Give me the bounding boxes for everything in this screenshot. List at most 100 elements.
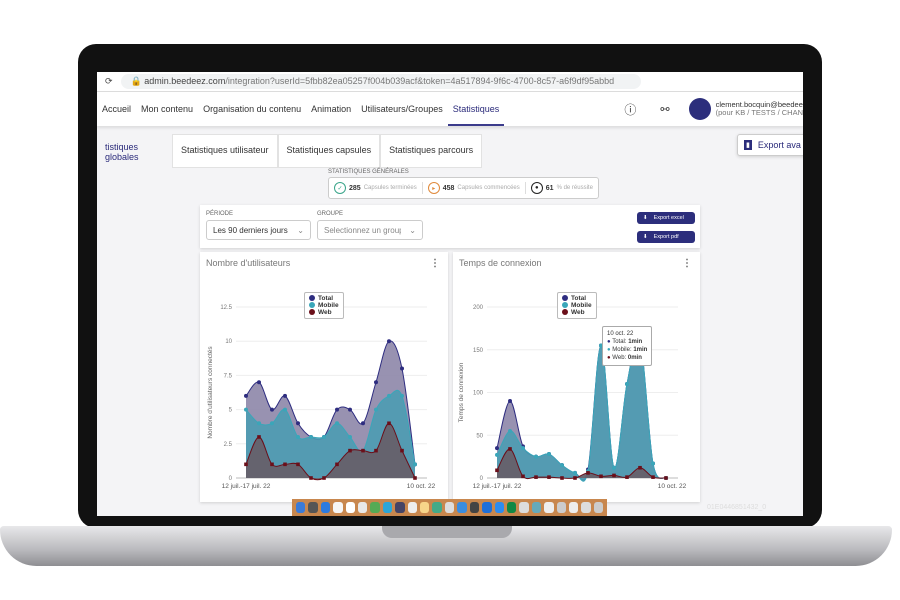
data-point xyxy=(612,473,616,478)
area-web xyxy=(497,448,666,479)
data-point xyxy=(387,421,391,426)
data-point xyxy=(495,446,499,451)
stat-commencees: ▸ 458 Capsules commencées xyxy=(423,182,526,194)
url-field[interactable]: 🔒 admin.beedeez.com/integration?userId=5… xyxy=(120,74,641,89)
play-icon: ▸ xyxy=(427,182,440,194)
period-select[interactable]: Les 90 derniers jours ⌄ xyxy=(206,220,311,240)
data-point xyxy=(257,380,261,385)
dock-app-icon[interactable] xyxy=(358,502,368,513)
data-point xyxy=(534,475,538,479)
help-icon[interactable]: ⓘ xyxy=(624,102,637,117)
dock-app-icon[interactable] xyxy=(494,502,504,513)
data-point xyxy=(296,462,300,467)
dock-app-icon[interactable] xyxy=(395,502,405,513)
tab-utilisateur[interactable]: Statistiques utilisateur xyxy=(172,134,278,168)
nav-organisation[interactable]: Organisation du contenu xyxy=(203,104,302,114)
data-point xyxy=(361,421,365,426)
dock-app-icon[interactable] xyxy=(308,502,318,513)
dock-app-icon[interactable] xyxy=(432,502,442,513)
dock-app-icon[interactable] xyxy=(581,502,591,513)
tab-capsules[interactable]: Statistiques capsules xyxy=(277,134,381,168)
data-point xyxy=(664,476,668,480)
data-point xyxy=(348,407,352,412)
stats-tabs: tistiques globales Statistiques utilisat… xyxy=(97,134,483,168)
dock-app-icon[interactable] xyxy=(370,502,380,513)
dock-app-icon[interactable] xyxy=(320,502,331,513)
nav-mon-contenu[interactable]: Mon contenu xyxy=(141,104,194,114)
data-point xyxy=(270,407,274,412)
nav-animation[interactable]: Animation xyxy=(311,104,352,114)
chart-title: Nombre d'utilisateurs xyxy=(206,258,291,268)
dock-app-icon[interactable] xyxy=(457,502,467,513)
data-point xyxy=(508,399,512,404)
data-point xyxy=(508,428,512,433)
dock-app-icon[interactable] xyxy=(333,502,343,513)
nav-accueil[interactable]: Accueil xyxy=(102,104,132,114)
tab-parcours[interactable]: Statistiques parcours xyxy=(380,134,483,168)
x-tick-label: 10 oct. 22 xyxy=(658,483,687,490)
download-icon: ⬇ xyxy=(643,215,648,221)
export-pdf-button[interactable]: ⬇ Export pdf xyxy=(637,231,695,243)
dock-app-icon[interactable] xyxy=(382,502,393,513)
data-point xyxy=(495,452,499,457)
more-vert-icon[interactable]: ⋮ xyxy=(430,258,440,269)
dock-app-icon[interactable] xyxy=(506,502,517,513)
nav-statistiques[interactable]: Statistiques xyxy=(447,92,505,126)
avatar[interactable] xyxy=(688,98,711,120)
data-point xyxy=(270,462,274,467)
export-excel-button[interactable]: ⬇ Export excel xyxy=(637,212,695,224)
y-tick-label: 0 xyxy=(229,476,233,482)
data-point xyxy=(387,393,391,398)
y-tick-label: 0 xyxy=(480,476,484,482)
data-point xyxy=(361,448,365,453)
share-nodes-icon[interactable]: ⚯ xyxy=(660,103,670,116)
data-point xyxy=(534,454,538,459)
data-point xyxy=(573,470,577,475)
dock-app-icon[interactable] xyxy=(444,502,455,513)
dock-app-icon[interactable] xyxy=(420,502,430,513)
data-point xyxy=(322,476,326,480)
area-web xyxy=(246,423,415,480)
y-tick-label: 2.5 xyxy=(224,442,233,448)
data-point xyxy=(387,339,391,344)
dock-app-icon[interactable] xyxy=(469,502,480,513)
y-tick-label: 7.5 xyxy=(224,373,233,379)
dock-app-icon[interactable] xyxy=(593,502,604,513)
period-label: PÉRIODE xyxy=(206,211,234,217)
data-point xyxy=(296,434,300,439)
more-vert-icon[interactable]: ⋮ xyxy=(682,258,692,269)
data-point xyxy=(400,448,404,453)
check-icon: ✓ xyxy=(334,182,346,194)
x-tick-label: 10 oct. 22 xyxy=(407,483,436,490)
data-point xyxy=(413,462,417,467)
data-point xyxy=(309,476,313,480)
data-point xyxy=(625,381,629,386)
dock-app-icon[interactable] xyxy=(556,502,566,513)
data-point xyxy=(257,421,261,426)
dock-app-icon[interactable] xyxy=(296,502,306,513)
data-point xyxy=(651,461,655,466)
data-point xyxy=(586,471,590,475)
dock-app-icon[interactable] xyxy=(482,502,492,513)
y-tick-label: 12.5 xyxy=(220,305,232,311)
dock-app-icon[interactable] xyxy=(519,502,529,513)
data-point xyxy=(283,462,287,467)
browser-bar: ⟳ 🔒 admin.beedeez.com/integration?userId… xyxy=(97,72,803,92)
target-icon: ● xyxy=(530,182,543,194)
data-point xyxy=(335,421,339,426)
charts-svg: 0 2.5 5 7.5 10 12.5 Nombre d'utilisateurs conn… xyxy=(207,305,687,490)
dock-app-icon[interactable] xyxy=(407,502,418,513)
dock-app-icon[interactable] xyxy=(345,502,356,513)
dock-app-icon[interactable] xyxy=(568,502,579,513)
chart-tooltip: 10 oct. 22 ● Total: 1min ● Mobile: 1min … xyxy=(602,326,653,366)
group-select[interactable]: Selectionnez un groupe ⌄ xyxy=(317,220,423,240)
x-tick-label: 12 juil.-17 juil. 22 xyxy=(222,483,271,490)
export-avance-button[interactable]: ▮ Export ava xyxy=(737,134,803,156)
legend: Total Mobile Web xyxy=(304,292,344,319)
reload-icon[interactable]: ⟳ xyxy=(105,76,113,86)
data-point xyxy=(521,474,525,479)
dock-app-icon[interactable] xyxy=(544,502,554,513)
dock-app-icon[interactable] xyxy=(531,502,542,513)
tab-globales[interactable]: tistiques globales xyxy=(105,142,139,162)
nav-utilisateurs[interactable]: Utilisateurs/Groupes xyxy=(361,104,443,114)
